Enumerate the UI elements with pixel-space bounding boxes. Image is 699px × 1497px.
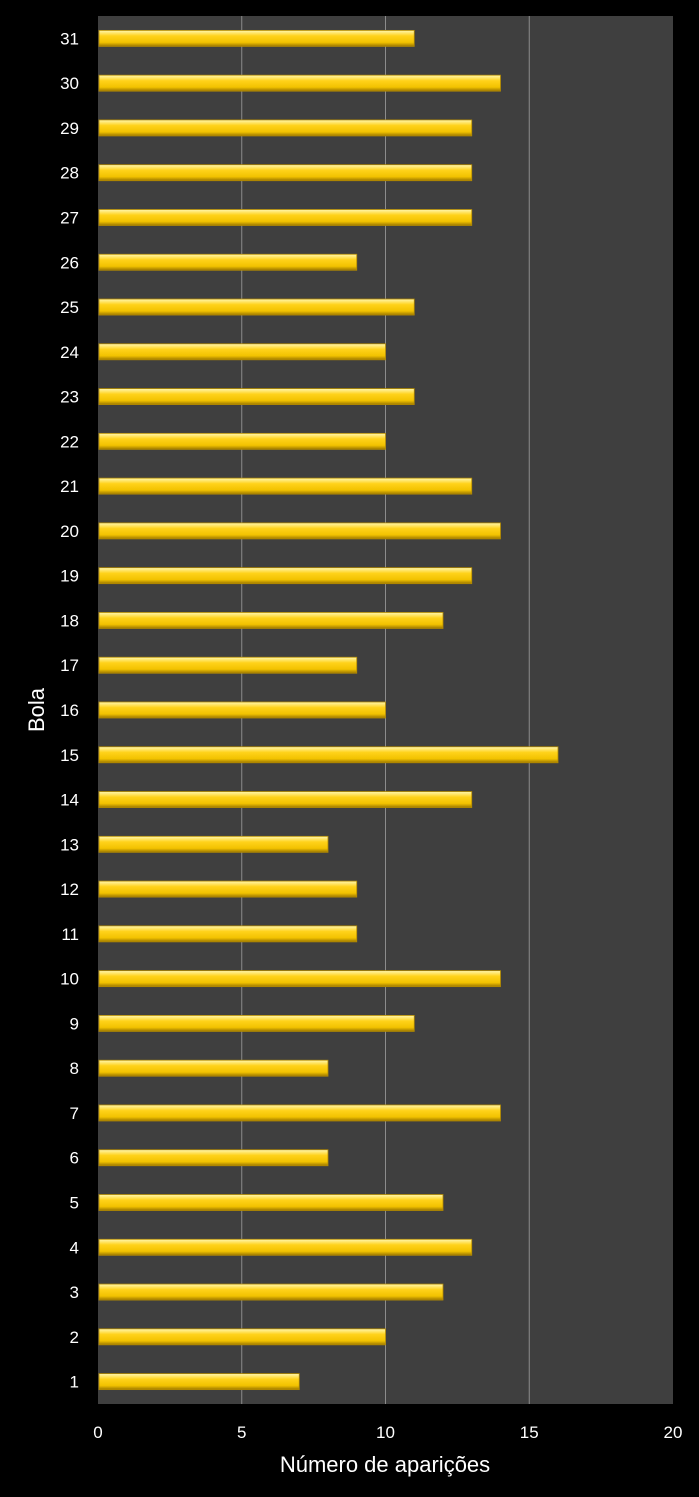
bars-group — [98, 29, 559, 1391]
y-tick-label: 12 — [60, 880, 79, 899]
y-tick-label: 11 — [61, 925, 79, 944]
bar-bola-3 — [98, 1283, 444, 1301]
y-tick-label: 5 — [70, 1194, 79, 1213]
bar-bola-6 — [98, 1149, 329, 1167]
bar-bola-23 — [98, 388, 415, 405]
x-tick-label: 5 — [237, 1423, 246, 1442]
y-tick-label: 28 — [60, 164, 79, 183]
x-tick-label: 10 — [376, 1423, 395, 1442]
y-tick-label: 1 — [70, 1373, 79, 1392]
y-tick-label: 25 — [60, 298, 79, 317]
bar-bola-29 — [98, 119, 473, 137]
y-tick-label: 26 — [60, 253, 79, 272]
bar-bola-24 — [98, 343, 386, 361]
bar-bola-22 — [98, 432, 386, 450]
y-tick-label: 20 — [60, 522, 79, 541]
x-tick-label: 0 — [93, 1423, 102, 1442]
bar-bola-26 — [98, 253, 358, 271]
bar-bola-10 — [98, 970, 501, 988]
bar-bola-9 — [98, 1015, 415, 1032]
y-tick-label: 13 — [60, 835, 79, 854]
bar-bola-8 — [98, 1059, 329, 1077]
y-tick-label: 27 — [60, 208, 79, 227]
y-tick-label: 4 — [70, 1238, 79, 1257]
y-tick-label: 6 — [70, 1149, 79, 1168]
bar-bola-14 — [98, 791, 473, 808]
bar-bola-13 — [98, 835, 329, 853]
bar-bola-11 — [98, 925, 358, 943]
bar-bola-7 — [98, 1104, 501, 1122]
bar-bola-15 — [98, 746, 559, 764]
y-tick-label: 17 — [60, 656, 79, 675]
y-tick-label: 23 — [60, 388, 79, 407]
x-tick-label: 15 — [520, 1423, 539, 1442]
y-tick-label: 8 — [70, 1059, 79, 1078]
bar-bola-4 — [98, 1238, 473, 1256]
y-tick-label: 14 — [60, 791, 79, 810]
x-axis-ticks: 0 5 10 15 20 — [93, 1423, 682, 1442]
y-axis-title: Bola — [24, 687, 49, 732]
bar-bola-19 — [98, 567, 473, 585]
bar-bola-17 — [98, 656, 358, 674]
y-tick-label: 18 — [60, 611, 79, 630]
y-tick-label: 31 — [60, 29, 79, 48]
x-axis-title: Número de aparições — [280, 1452, 490, 1477]
bar-bola-20 — [98, 522, 501, 540]
bar-bola-16 — [98, 701, 386, 719]
y-tick-label: 2 — [70, 1328, 79, 1347]
bar-bola-28 — [98, 164, 473, 182]
y-tick-label: 10 — [60, 970, 79, 989]
y-tick-label: 30 — [60, 74, 79, 93]
bar-bola-12 — [98, 880, 358, 898]
y-tick-label: 15 — [60, 746, 79, 765]
y-tick-label: 21 — [60, 477, 79, 496]
y-tick-label: 19 — [60, 567, 79, 586]
bar-bola-31 — [98, 29, 415, 47]
bar-bola-30 — [98, 74, 501, 92]
bar-bola-1 — [98, 1373, 300, 1391]
bar-bola-18 — [98, 612, 444, 629]
bar-bola-25 — [98, 298, 415, 316]
bar-bola-2 — [98, 1328, 386, 1346]
y-tick-label: 22 — [60, 432, 79, 451]
bar-bola-5 — [98, 1194, 444, 1211]
y-tick-label: 29 — [60, 119, 79, 138]
y-tick-label: 3 — [70, 1283, 79, 1302]
x-tick-label: 20 — [664, 1423, 683, 1442]
y-tick-label: 7 — [70, 1104, 79, 1123]
bar-bola-27 — [98, 209, 473, 226]
y-tick-label: 9 — [70, 1014, 79, 1033]
y-tick-label: 24 — [60, 343, 79, 362]
y-axis-ticks: 1234567891011121314151617181920212223242… — [60, 29, 79, 1391]
bar-bola-21 — [98, 477, 473, 495]
y-tick-label: 16 — [60, 701, 79, 720]
